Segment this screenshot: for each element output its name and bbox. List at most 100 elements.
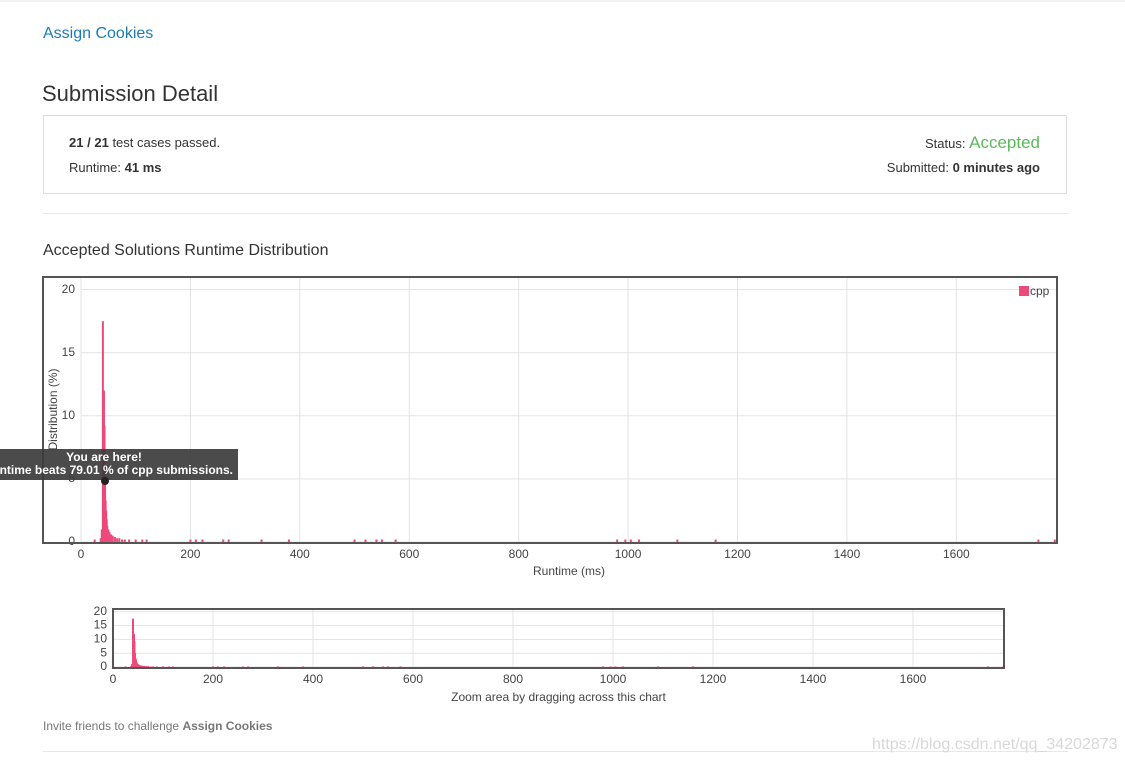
bar [609,666,612,668]
tooltip-title: You are here! [66,450,142,464]
bar [372,666,374,668]
y-tick-label: 20 [62,282,76,296]
bar [152,666,154,668]
bar [387,666,389,668]
problem-link[interactable]: Assign Cookies [43,25,154,42]
footer-problem[interactable]: Assign Cookies [182,719,273,733]
bar [364,539,367,542]
bar [139,665,142,667]
bar [227,539,230,542]
bar [1037,539,1040,542]
status: Accepted [969,133,1040,152]
y-tick-label: 10 [94,632,108,646]
runtime: 41 ms [124,160,162,175]
x-tick-label: 0 [110,672,117,686]
current-marker [101,477,109,485]
bar [1053,539,1056,542]
bar [118,538,121,542]
bar [382,666,384,668]
x-tick-label: 0 [78,547,85,561]
cases-line: 21 / 21 test cases passed. [69,135,220,150]
separator: / [87,135,91,150]
top-border [0,0,1125,2]
bar [676,539,679,542]
bar [168,666,170,668]
submitted-line: Submitted: 0 minutes ago [887,160,1040,175]
y-tick-label: 5 [100,645,107,659]
bar [353,539,356,542]
x-tick-label: 1400 [834,547,861,561]
submitted: 0 minutes ago [952,160,1040,175]
y-tick-label: 15 [94,618,108,632]
bar [145,666,147,668]
bar [123,539,126,542]
x-tick-label: 400 [290,547,310,561]
bar [143,665,145,667]
chart-frame [42,276,1058,544]
bar [134,539,137,542]
bar [194,539,197,542]
y-tick-label: 10 [62,408,76,422]
y-tick-label: 0 [68,534,75,548]
bar [149,666,152,668]
total: 21 [94,135,109,150]
x-tick-label: 600 [399,547,419,561]
bar [222,539,225,542]
bar [242,666,244,668]
runtime-line: Runtime: 41 ms [69,160,162,175]
bar [602,666,604,668]
x-tick-label: 800 [503,672,523,686]
bar [156,666,158,668]
legend-label: cpp [1030,284,1050,298]
bar [147,666,149,668]
bar [260,539,263,542]
bar [714,539,717,542]
bar [99,538,102,542]
bar [692,666,694,668]
bar [362,666,364,668]
footer-text: Invite friends to challenge [43,719,180,733]
section-title: Accepted Solutions Runtime Distribution [43,242,329,259]
bar [106,525,109,542]
watermark: https://blog.csdn.net/qq_34202873 [872,736,1118,753]
submitted-label: Submitted: [886,160,949,175]
bar [110,534,113,542]
bar [201,539,204,542]
x-tick-label: 600 [403,672,423,686]
bar [614,666,617,668]
bar [138,664,140,667]
bar [113,536,116,542]
x-tick-label: 800 [509,547,529,561]
bar [287,539,290,542]
footer: Invite friends to challenge Assign Cooki… [43,719,272,733]
divider [43,213,1068,214]
bar [162,666,164,668]
y-axis-title: Distribution (%) [46,368,60,450]
bar [111,535,114,542]
bar [93,539,96,542]
bar [145,539,148,542]
bar [380,539,383,542]
bar [399,666,402,668]
bar [624,539,627,542]
x-axis-title: Zoom area by dragging across this chart [451,690,666,704]
bar [108,531,111,542]
x-tick-label: 1200 [700,672,727,686]
bar [172,666,174,668]
x-axis-title: Runtime (ms) [533,564,605,578]
x-tick-label: 1600 [943,547,970,561]
passed: 21 [69,135,84,150]
runtime-label: Runtime: [69,160,122,175]
bar [223,666,225,668]
bar [638,539,641,542]
bar [141,665,143,667]
x-tick-label: 1200 [724,547,751,561]
bar [657,666,659,668]
bar [128,539,131,542]
heading: Submission Detail [42,81,219,106]
divider [43,751,1068,752]
bar [375,539,378,542]
